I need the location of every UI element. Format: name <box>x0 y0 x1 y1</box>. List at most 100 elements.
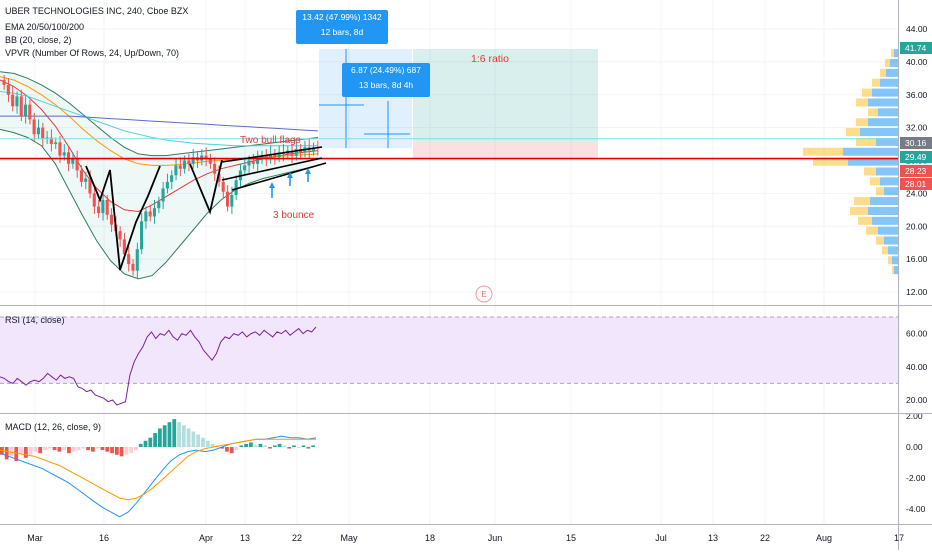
indicator-vpvr[interactable]: VPVR (Number Of Rows, 24, Up/Down, 70) <box>5 48 180 58</box>
bounce-arrow-head <box>305 168 311 174</box>
candle-body <box>109 214 114 225</box>
candle-body <box>71 158 75 164</box>
indicator-ema[interactable]: EMA 20/50/100/200 <box>5 22 85 32</box>
volume-profile <box>803 49 898 275</box>
earnings-marker <box>475 285 493 303</box>
x-tick-label: 22 <box>292 533 302 543</box>
price-badge-bg <box>900 42 932 54</box>
volume-profile-down <box>846 128 860 137</box>
macd-histogram-bar <box>47 447 52 449</box>
volume-profile-down <box>885 58 890 68</box>
volume-profile-up <box>886 68 898 77</box>
drawings: Two bull flags 3 bounce E <box>0 135 898 303</box>
macd-histogram-bar <box>272 445 277 447</box>
x-tick-label: Jun <box>488 533 503 543</box>
candle-body <box>170 175 174 182</box>
macd-histogram-bar <box>225 447 229 452</box>
macd-histogram-bar <box>201 437 205 447</box>
y-tick-label: 36.00 <box>906 90 928 100</box>
candle-body <box>97 206 101 214</box>
volume-profile-up <box>884 187 898 196</box>
macd-histogram-bar <box>95 447 100 449</box>
macd-histogram-bar <box>153 433 157 447</box>
measure-2-line2: 13 bars, 8d 4h <box>358 80 414 90</box>
macd-histogram-bar <box>296 447 301 448</box>
candle-body <box>58 142 62 156</box>
macd-histogram-bar <box>162 425 167 447</box>
y-tick-label: 16.00 <box>906 254 928 264</box>
macd-histogram-bar <box>220 447 225 449</box>
macd-histogram-bar <box>57 447 62 452</box>
y-tick-label: 40.00 <box>906 57 928 67</box>
indicator-bb[interactable]: BB (20, close, 2) <box>5 35 72 45</box>
macd-histogram-bar <box>248 442 253 447</box>
volume-profile-down <box>858 216 872 225</box>
x-tick-label: 13 <box>708 533 718 543</box>
candle-body <box>49 137 53 145</box>
volume-profile-up <box>848 157 898 166</box>
w-pattern-right <box>189 159 223 215</box>
candle-body <box>105 199 109 215</box>
measure-box-2[interactable]: 6.87 (24.49%) 687 13 bars, 8d 4h <box>342 63 430 97</box>
macd-histogram-bar <box>19 447 23 454</box>
candle-body <box>75 158 79 171</box>
volume-profile-up <box>894 266 898 275</box>
volume-profile-down <box>876 187 884 196</box>
candle-body <box>15 96 19 107</box>
y-tick-label: 32.00 <box>906 123 928 133</box>
macd-histogram-bar <box>105 447 110 452</box>
volume-profile-down <box>856 98 868 107</box>
volume-profile-down <box>880 68 886 77</box>
candle-body <box>268 153 273 159</box>
volume-profile-down <box>803 147 843 156</box>
price-badge: 41.74 <box>905 43 927 53</box>
ema-200-line <box>0 115 319 132</box>
candle-body <box>54 142 58 145</box>
x-tick-label: 22 <box>760 533 770 543</box>
macd-histogram-bar <box>311 445 315 447</box>
volume-profile-up <box>890 58 898 68</box>
price-badge-bg <box>900 151 932 163</box>
macd-tick-label: 2.00 <box>906 411 923 421</box>
y-tick-label: 44.00 <box>906 24 928 34</box>
rsi-title[interactable]: RSI (14, close) <box>5 315 65 325</box>
macd-histogram-bar <box>191 431 196 447</box>
x-tick-label: 16 <box>99 533 109 543</box>
bounce-arrow-head <box>269 182 275 188</box>
candle-body <box>28 104 32 120</box>
volume-profile-up <box>878 226 898 235</box>
volume-profile-down <box>882 246 888 255</box>
candle-body <box>178 165 182 169</box>
symbol-title[interactable]: UBER TECHNOLOGIES INC, 240, Cboe BZX <box>5 6 189 16</box>
bounce-label: 3 bounce <box>273 210 315 221</box>
candle-body <box>122 239 126 255</box>
candle-body <box>273 153 277 158</box>
candle-body <box>256 158 260 164</box>
bounce-arrow-head <box>287 172 293 178</box>
volume-profile-down <box>888 256 892 265</box>
macd-histogram-bar <box>301 445 306 447</box>
macd-histogram-bar <box>167 422 172 447</box>
price-badge-bg <box>900 165 932 177</box>
measure-box-1[interactable]: 13.42 (47.99%) 1342 12 bars, 8d <box>296 10 388 44</box>
volume-profile-up <box>843 147 898 156</box>
candle-body <box>62 152 66 156</box>
macd-tick-label: -2.00 <box>906 473 926 483</box>
macd-histogram-bar <box>67 447 71 454</box>
x-tick-label: 17 <box>894 533 904 543</box>
rsi-tick-label: 20.00 <box>906 395 928 405</box>
candle-body <box>157 201 161 209</box>
x-tick-label: Aug <box>816 533 832 543</box>
candle-body <box>88 178 92 194</box>
macd-title[interactable]: MACD (12, 26, close, 9) <box>5 422 102 432</box>
candle-body <box>208 158 212 164</box>
candle-body <box>2 79 6 85</box>
macd-histogram-bar <box>38 447 43 454</box>
macd-histogram-bar <box>205 440 210 447</box>
x-tick-label: 15 <box>566 533 576 543</box>
y-tick-label: 24.00 <box>906 188 928 198</box>
y-tick-label: 12.00 <box>906 287 928 297</box>
candle-body <box>264 155 268 159</box>
